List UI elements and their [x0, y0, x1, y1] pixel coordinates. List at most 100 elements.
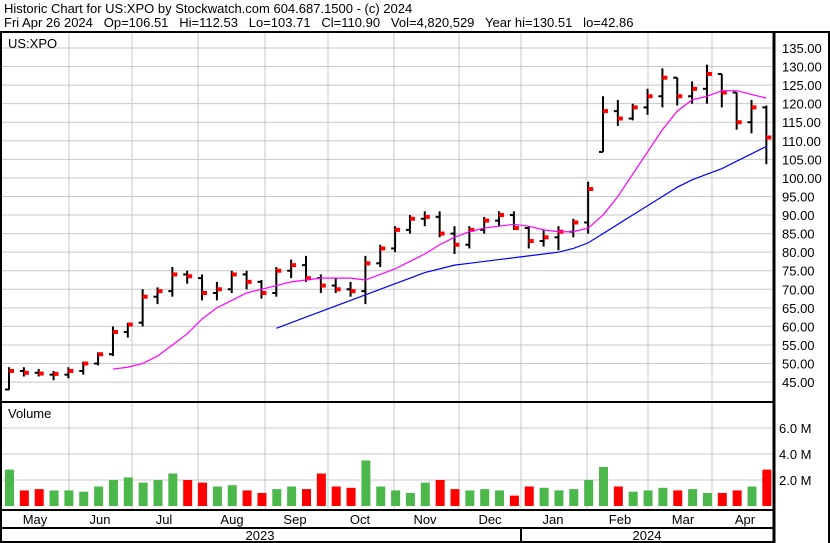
volume-bar	[198, 482, 208, 506]
price-tick-label: 80.00	[782, 245, 815, 260]
ohlc-bar	[435, 211, 445, 238]
ma-long-line	[276, 145, 767, 329]
month-label: May	[23, 512, 48, 527]
volume-bar	[168, 473, 178, 506]
ohlc-bar	[524, 226, 534, 249]
price-tick-label: 85.00	[782, 227, 815, 242]
price-tick-label: 120.00	[782, 97, 822, 112]
volume-bar	[732, 490, 742, 506]
month-label: Jan	[543, 512, 564, 527]
ohlc-bar	[34, 369, 44, 377]
ohlc-bar	[599, 96, 608, 153]
ohlc-bar	[64, 367, 74, 379]
volume-bar	[524, 486, 534, 506]
ohlc-bar	[465, 226, 475, 249]
ohlc-bar	[19, 367, 29, 377]
month-label: Mar	[672, 512, 695, 527]
month-label: Apr	[735, 512, 756, 527]
volume-bar	[480, 489, 490, 506]
volume-bar	[420, 482, 430, 506]
volume-bar	[747, 486, 757, 506]
price-tick-label: 55.00	[782, 338, 815, 353]
ohlc-bar	[376, 244, 386, 268]
price-tick-label: 70.00	[782, 282, 815, 297]
year-label: 2023	[246, 528, 275, 543]
price-tick-label: 135.00	[782, 41, 822, 56]
month-label: Oct	[350, 512, 371, 527]
ohlc-bar	[94, 352, 104, 366]
volume-bar	[49, 490, 59, 506]
volume-bar	[242, 490, 252, 506]
ohlc-bar	[554, 226, 564, 251]
volume-bar	[34, 489, 44, 506]
volume-tick-label: 6.0 M	[779, 421, 812, 436]
ohlc-bar	[495, 211, 505, 227]
volume-bar	[64, 490, 74, 506]
price-tick-label: 45.00	[782, 375, 815, 390]
ohlc-bar	[732, 91, 742, 130]
ohlc-bar	[762, 105, 772, 165]
volume-bar	[435, 480, 445, 506]
volume-bar	[108, 480, 118, 506]
ohlc-bar	[628, 103, 638, 121]
ohlc-bar	[509, 211, 519, 231]
volume-bar	[153, 480, 163, 506]
volume-bar	[272, 489, 282, 506]
ohlc-bar	[183, 270, 193, 284]
ohlc-bar	[420, 211, 430, 227]
volume-bar	[316, 473, 326, 506]
volume-tick-label: 2.0 M	[779, 473, 812, 488]
price-tick-label: 60.00	[782, 319, 815, 334]
ohlc-bar	[153, 287, 163, 305]
volume-bar	[702, 493, 712, 506]
volume-bar	[79, 491, 89, 506]
chart-title: Historic Chart for US:XPO by Stockwatch.…	[4, 1, 413, 16]
volume-bar	[717, 493, 727, 506]
ohlc-bar	[108, 326, 118, 357]
volume-bars	[5, 460, 772, 506]
ohlc-bar	[331, 278, 341, 293]
price-tick-label: 100.00	[782, 171, 822, 186]
ohlc-bar	[569, 218, 579, 238]
volume-bar	[302, 489, 311, 506]
price-tick-label: 65.00	[782, 301, 815, 316]
ohlc-bar	[49, 370, 59, 381]
volume-bar	[183, 480, 193, 506]
price-bars	[5, 64, 772, 391]
ohlc-bar	[405, 215, 415, 234]
volume-bar	[688, 489, 698, 506]
volume-bar	[762, 469, 772, 506]
ohlc-bar	[287, 259, 297, 279]
price-tick-label: 75.00	[782, 264, 815, 279]
ohlc-bar	[747, 99, 757, 134]
volume-bar	[123, 477, 133, 506]
ohlc-bar	[584, 181, 594, 234]
volume-bar	[584, 480, 594, 506]
volume-tick-label: 4.0 M	[779, 447, 812, 462]
volume-bar	[554, 490, 564, 506]
month-label: Nov	[413, 512, 437, 527]
ohlc-bar	[5, 367, 14, 391]
volume-bar	[599, 467, 608, 506]
ohlc-bar	[539, 229, 549, 247]
volume-bar	[94, 486, 104, 506]
volume-bar	[539, 487, 549, 506]
ohlc-bar	[480, 216, 490, 234]
ma-short-line	[112, 90, 767, 370]
price-tick-label: 90.00	[782, 208, 815, 223]
grid-lines	[2, 33, 774, 510]
month-label: Jul	[156, 512, 173, 527]
ohlc-bar	[79, 361, 89, 375]
volume-bar	[287, 486, 297, 506]
ohlc-bar	[168, 267, 178, 297]
volume-bar	[5, 469, 14, 506]
ohlc-bar	[198, 274, 208, 301]
volume-bar	[658, 487, 668, 506]
ohlc-bar	[227, 270, 237, 293]
month-label: Feb	[609, 512, 631, 527]
ohlc-bar	[123, 322, 133, 338]
ohlc-bar	[658, 68, 668, 108]
price-tick-label: 50.00	[782, 357, 815, 372]
ohlc-bar	[316, 274, 326, 293]
